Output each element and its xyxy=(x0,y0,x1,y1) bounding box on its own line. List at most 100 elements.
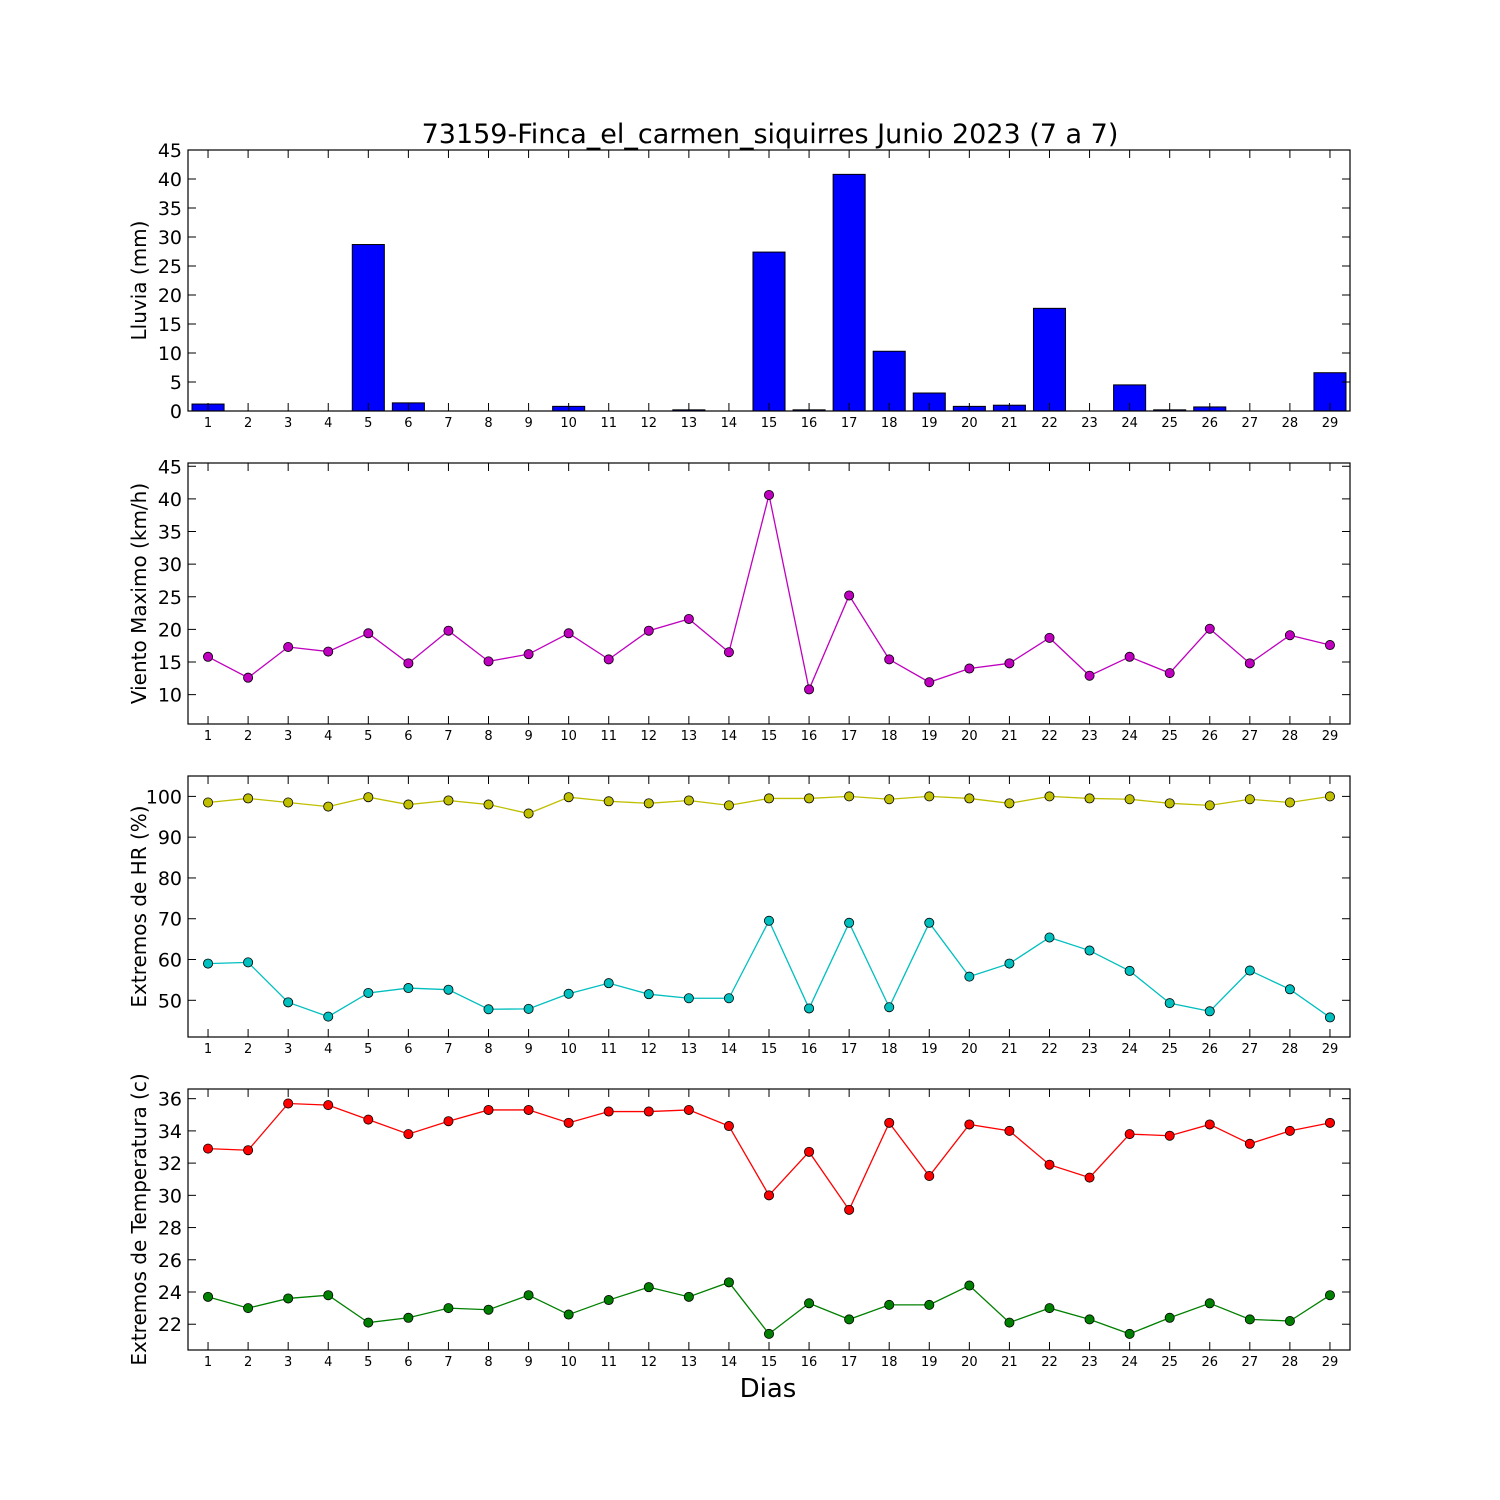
x-tick-label: 17 xyxy=(841,729,858,744)
temp-series-2-point-day-25 xyxy=(1164,1312,1175,1323)
hr-series-2-point-day-1 xyxy=(203,958,214,969)
x-tick-label: 14 xyxy=(721,416,738,431)
viento-series-1-point-day-4 xyxy=(323,646,334,657)
y-tick-label: 40 xyxy=(158,489,182,511)
hr-series-2-point-day-6 xyxy=(403,983,414,994)
temp-series-2-point-day-4 xyxy=(323,1290,334,1301)
x-tick-label: 8 xyxy=(484,729,492,744)
y-tick-label: 45 xyxy=(158,456,182,478)
x-tick-label: 16 xyxy=(801,1355,818,1370)
temp-series-2-point-day-20 xyxy=(964,1280,975,1291)
temp-series-2-point-day-8 xyxy=(483,1304,494,1315)
viento-series-1-point-day-6 xyxy=(403,658,414,669)
viento-series-1-point-day-8 xyxy=(483,656,494,667)
viento-series-1-point-day-28 xyxy=(1284,630,1295,641)
x-tick-label: 22 xyxy=(1041,1042,1058,1057)
hr-series-2-point-day-14 xyxy=(723,993,734,1004)
y-tick-label: 30 xyxy=(158,227,182,249)
hr-series-1-point-day-23 xyxy=(1084,793,1095,804)
x-tick-label: 27 xyxy=(1242,729,1259,744)
temp-series-1-point-day-25 xyxy=(1164,1130,1175,1141)
y-tick-label: 20 xyxy=(158,619,182,641)
x-tick-label: 13 xyxy=(681,416,698,431)
y-tick-label: 10 xyxy=(158,343,182,365)
hr-series-1-point-day-22 xyxy=(1044,791,1055,802)
x-tick-label: 2 xyxy=(244,729,252,744)
temp-series-1-point-day-9 xyxy=(523,1104,534,1115)
x-tick-label: 22 xyxy=(1041,729,1058,744)
x-tick-label: 1 xyxy=(204,729,212,744)
temp-series-1-point-day-14 xyxy=(723,1121,734,1132)
hr-series-2-point-day-7 xyxy=(443,984,454,995)
x-tick-label: 17 xyxy=(841,1042,858,1057)
viento-series-1-point-day-21 xyxy=(1004,658,1015,669)
viento-series-1-point-day-24 xyxy=(1124,651,1135,662)
x-tick-label: 5 xyxy=(364,1355,372,1370)
temp-series-1-point-day-16 xyxy=(804,1146,815,1157)
x-tick-label: 23 xyxy=(1081,729,1098,744)
hr-series-2-point-day-22 xyxy=(1044,932,1055,943)
y-tick-label: 25 xyxy=(158,587,182,609)
y-tick-label: 90 xyxy=(158,827,182,849)
y-tick-label: 24 xyxy=(158,1282,182,1304)
x-tick-label: 3 xyxy=(284,1042,292,1057)
x-tick-label: 28 xyxy=(1282,1355,1299,1370)
x-tick-label: 16 xyxy=(801,729,818,744)
hr-series-2-point-day-13 xyxy=(683,993,694,1004)
x-tick-label: 18 xyxy=(881,1355,898,1370)
hr-series-2-point-day-18 xyxy=(884,1002,895,1013)
temp-series-1-point-day-23 xyxy=(1084,1172,1095,1183)
x-tick-label: 5 xyxy=(364,416,372,431)
y-tick-label: 25 xyxy=(158,256,182,278)
viento-series-1-point-day-17 xyxy=(844,590,855,601)
viento-series-1-point-day-7 xyxy=(443,625,454,636)
axes-frame xyxy=(187,462,1351,725)
hr-series-2-point-day-10 xyxy=(563,988,574,999)
y-tick-label: 40 xyxy=(158,169,182,191)
viento-series-1-point-day-9 xyxy=(523,649,534,660)
x-tick-label: 19 xyxy=(921,1042,938,1057)
temp-series-1-point-day-28 xyxy=(1284,1125,1295,1136)
viento-series-1-point-day-2 xyxy=(243,672,254,683)
x-tick-label: 8 xyxy=(484,1355,492,1370)
temp-series-1-point-day-22 xyxy=(1044,1159,1055,1170)
viento-series-1-point-day-16 xyxy=(804,684,815,695)
temp-series-2-point-day-10 xyxy=(563,1309,574,1320)
viento-series-1-point-day-5 xyxy=(363,628,374,639)
hr-series-1-point-day-7 xyxy=(443,795,454,806)
temp-series-2-point-day-3 xyxy=(283,1293,294,1304)
temp-series-1-point-day-3 xyxy=(283,1098,294,1109)
viento-series-1-point-day-19 xyxy=(924,677,935,688)
y-axis-label-lluvia: Lluvia (mm) xyxy=(127,221,151,341)
x-tick-label: 2 xyxy=(244,1042,252,1057)
x-tick-label: 23 xyxy=(1081,1042,1098,1057)
temp-series-1-point-day-17 xyxy=(844,1204,855,1215)
x-tick-label: 25 xyxy=(1161,1042,1178,1057)
y-axis-label-temp: Extremos de Temperatura (c) xyxy=(127,1073,151,1365)
hr-series-1-point-day-2 xyxy=(243,793,254,804)
y-axis-label-hr: Extremos de HR (%) xyxy=(127,805,151,1007)
x-tick-label: 11 xyxy=(600,416,617,431)
x-tick-label: 12 xyxy=(641,1355,658,1370)
y-tick-label: 35 xyxy=(158,522,182,544)
x-tick-label: 6 xyxy=(404,1355,412,1370)
x-tick-label: 24 xyxy=(1121,416,1138,431)
y-tick-label: 36 xyxy=(158,1089,182,1111)
hr-series-1-point-day-5 xyxy=(363,792,374,803)
x-tick-label: 9 xyxy=(524,416,532,431)
x-tick-label: 5 xyxy=(364,1042,372,1057)
temp-series-1-point-day-18 xyxy=(884,1117,895,1128)
viento-series-1-point-day-27 xyxy=(1244,658,1255,669)
hr-series-2-point-day-17 xyxy=(844,917,855,928)
temp-series-1-point-day-11 xyxy=(603,1106,614,1117)
y-tick-label: 45 xyxy=(158,140,182,162)
axes-frame xyxy=(187,775,1351,1038)
x-tick-label: 27 xyxy=(1242,1355,1259,1370)
y-tick-label: 100 xyxy=(146,786,182,808)
x-tick-label: 7 xyxy=(444,1042,452,1057)
x-tick-label: 7 xyxy=(444,1355,452,1370)
viento-series-1-point-day-14 xyxy=(723,647,734,658)
temp-series-2-point-day-17 xyxy=(844,1314,855,1325)
